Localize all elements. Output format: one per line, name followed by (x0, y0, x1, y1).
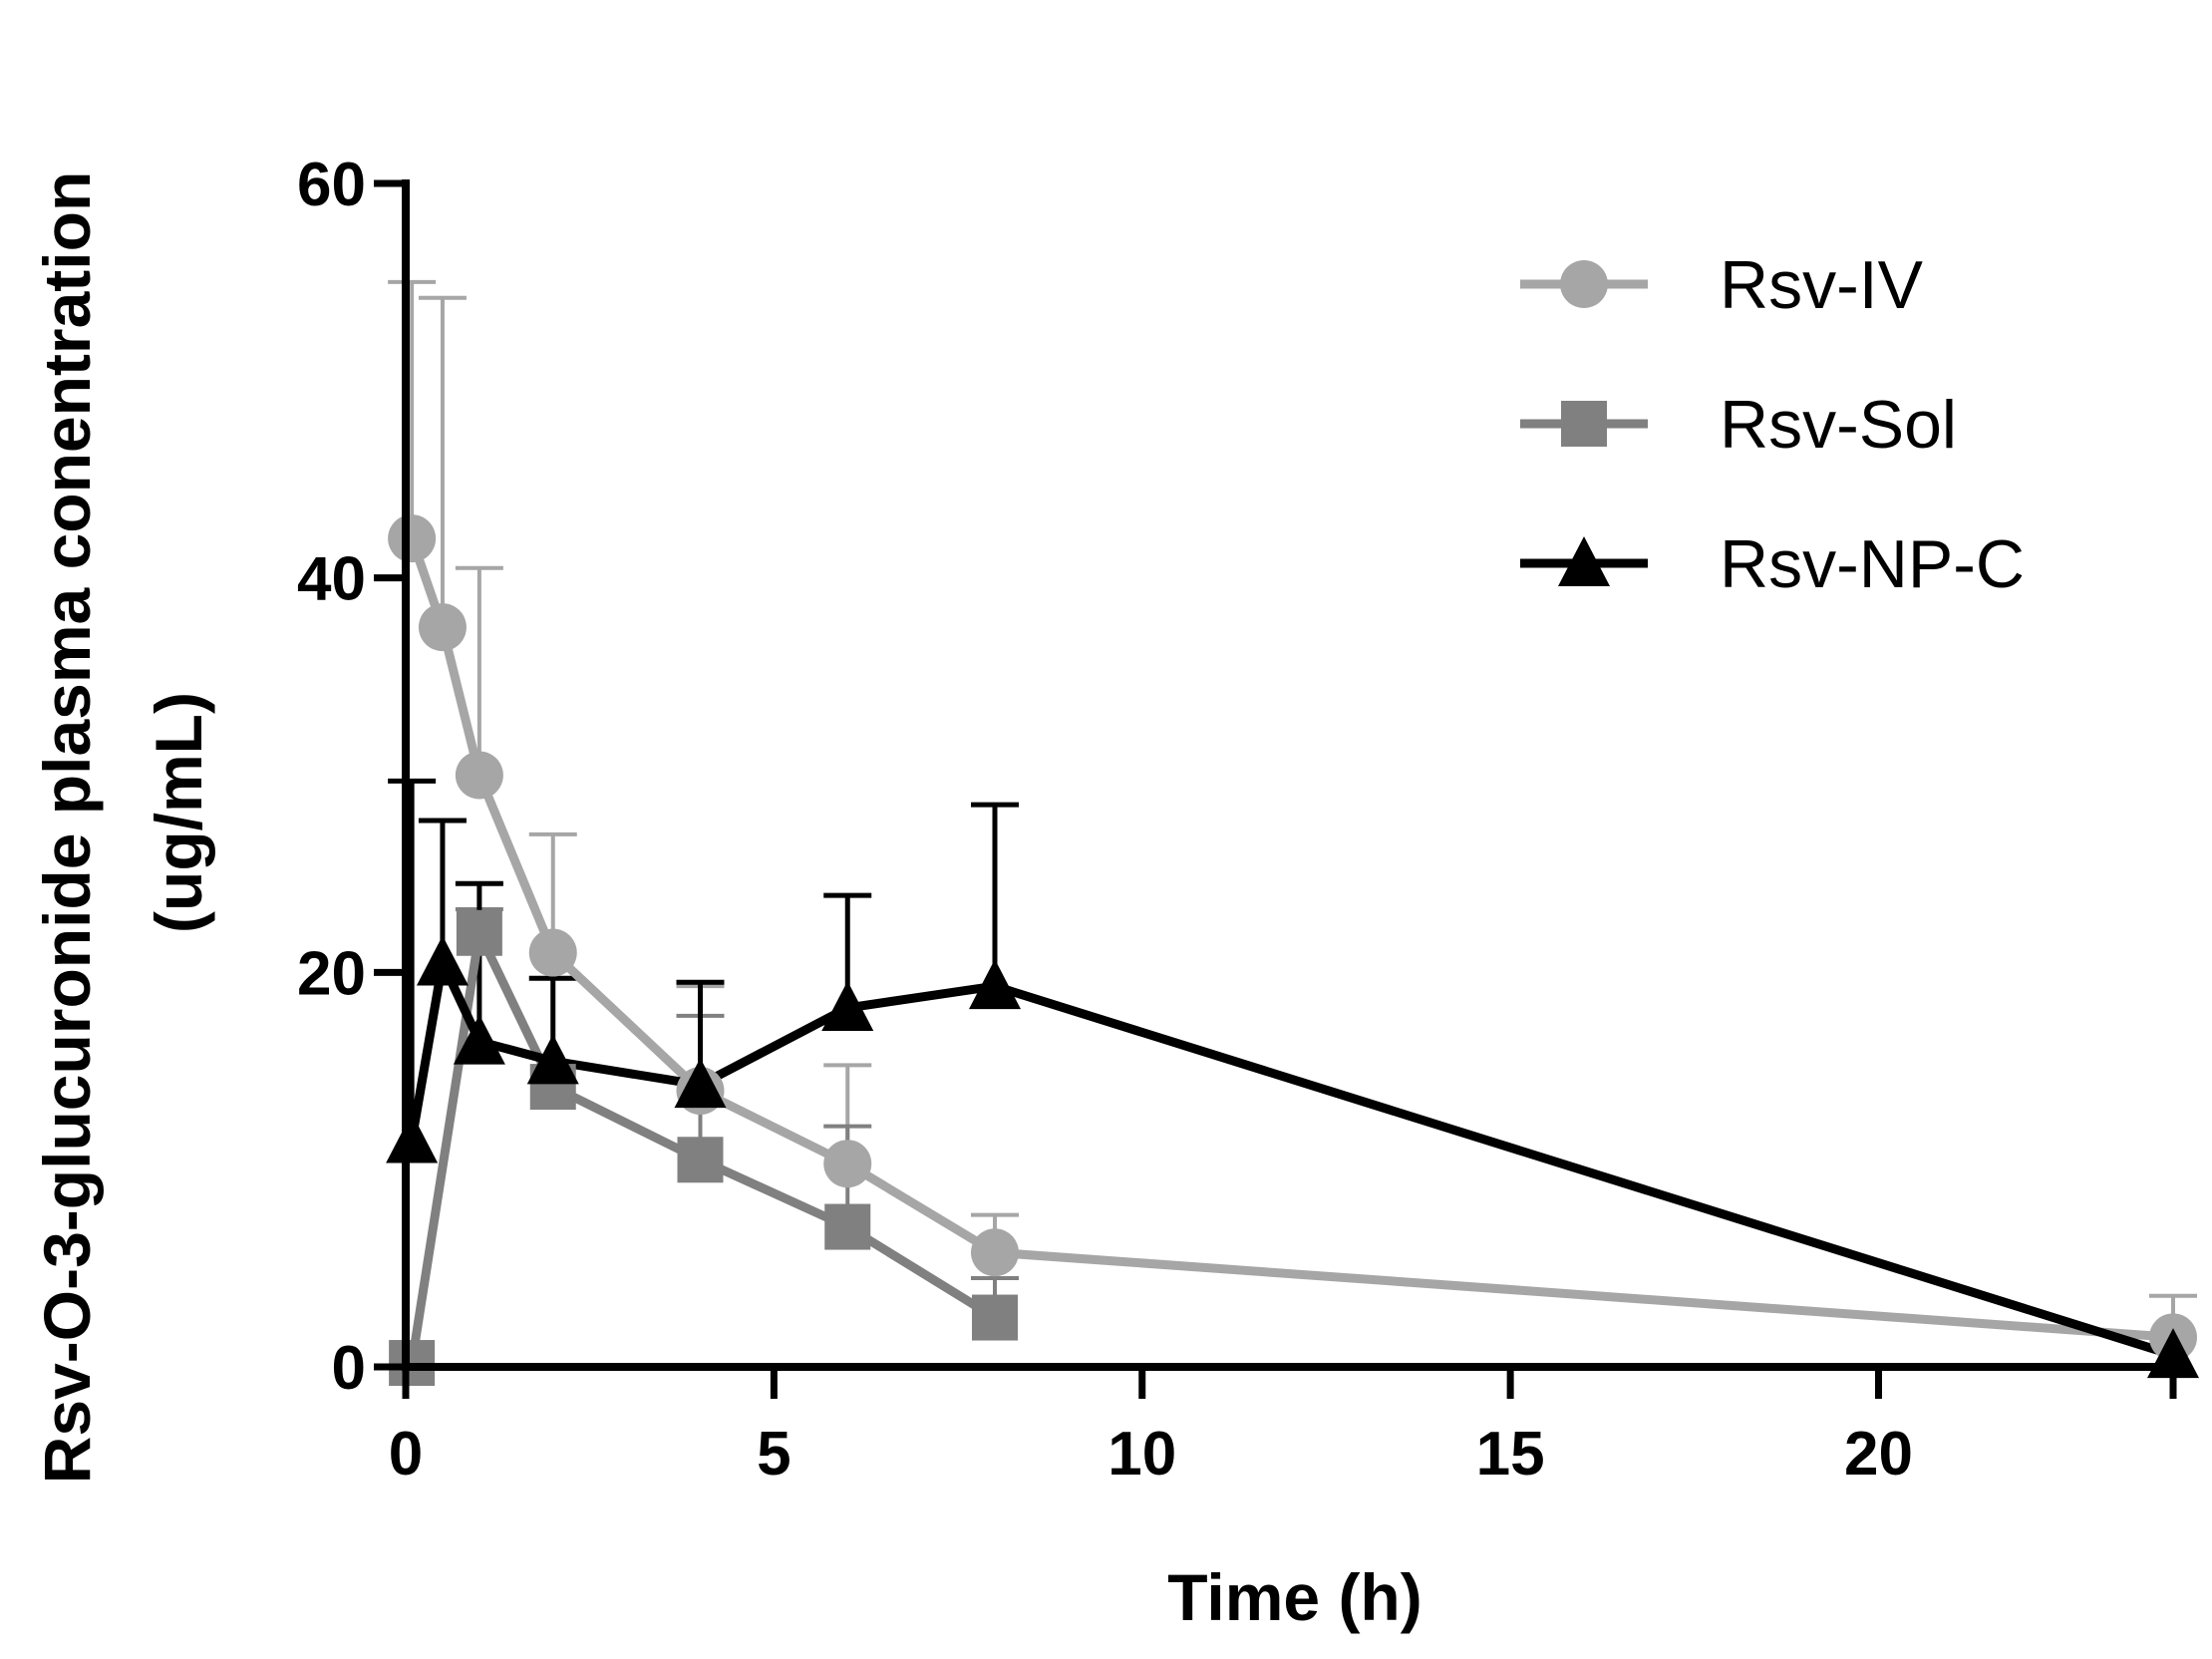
legend-label-Rsv-Sol: Rsv-Sol (1720, 387, 1957, 463)
point-Rsv-NP-C-6 (969, 959, 1021, 1010)
y-axis-title-line2: (ug/mL) (142, 692, 215, 933)
series-markers (386, 514, 2199, 1387)
axes (374, 179, 2177, 1399)
point-Rsv-Sol-3 (677, 1137, 724, 1183)
legend-marker-Rsv-NP-C (1558, 536, 1610, 586)
point-Rsv-IV-6 (971, 1228, 1019, 1277)
legend-marker-Rsv-Sol (1561, 401, 1607, 447)
point-Rsv-NP-C-4 (674, 1058, 727, 1109)
point-Rsv-Sol-5 (972, 1294, 1018, 1341)
tick-labels: 0 5 10 15 20 0 20 40 60 (297, 151, 1913, 1489)
point-Rsv-IV-0 (388, 514, 437, 563)
series-line-Rsv-IV (407, 536, 2174, 1342)
point-Rsv-NP-C-0 (386, 1113, 439, 1163)
point-Rsv-IV-3 (528, 928, 577, 977)
series-line-Rsv-NP-C (407, 957, 2175, 1360)
point-Rsv-NP-C-5 (821, 980, 874, 1031)
legend-marker-Rsv-IV (1560, 260, 1608, 308)
x-tick-label-20: 20 (1844, 1420, 1913, 1489)
point-Rsv-IV-1 (418, 603, 467, 652)
series-line-Rsv-Sol (407, 928, 998, 1364)
point-Rsv-NP-C-3 (526, 1034, 579, 1085)
y-tick-label-60: 60 (297, 151, 366, 219)
x-tick-label-5: 5 (757, 1420, 790, 1489)
point-Rsv-IV-2 (455, 751, 503, 800)
y-tick-label-20: 20 (297, 939, 366, 1008)
point-Rsv-NP-C-1 (416, 935, 469, 986)
y-axis-title-line1: Rsv-O-3-glucuronide plasma conentration (30, 171, 104, 1485)
x-tick-label-0: 0 (389, 1420, 423, 1489)
x-tick-label-15: 15 (1476, 1420, 1545, 1489)
series-lines (407, 536, 2175, 1364)
y-tick-label-0: 0 (332, 1334, 366, 1403)
legend: Rsv-IV Rsv-Sol Rsv-NP-C (1520, 247, 2025, 602)
point-Rsv-NP-C-2 (453, 1014, 505, 1065)
point-Rsv-Sol-4 (824, 1203, 871, 1250)
y-tick-label-40: 40 (297, 545, 366, 614)
x-axis-title: Time (h) (1167, 1560, 1422, 1634)
legend-label-Rsv-IV: Rsv-IV (1720, 247, 1924, 323)
point-Rsv-Sol-1 (456, 909, 502, 956)
point-Rsv-IV-5 (823, 1140, 872, 1188)
legend-label-Rsv-NP-C: Rsv-NP-C (1720, 526, 2025, 602)
x-tick-label-10: 10 (1107, 1420, 1176, 1489)
